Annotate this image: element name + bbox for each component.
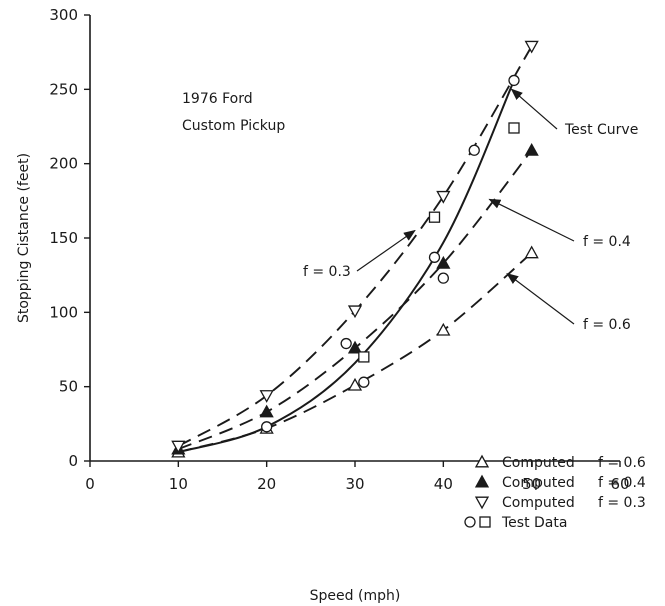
data-point-triangle-up-filled bbox=[524, 142, 539, 156]
data-point-triangle-down-open bbox=[171, 440, 186, 454]
x-tick-label: 0 bbox=[85, 475, 95, 493]
legend-marker bbox=[474, 474, 490, 488]
data-point-square-open bbox=[508, 122, 520, 134]
data-point-circle-open bbox=[468, 144, 480, 156]
data-point-circle-open bbox=[428, 251, 441, 263]
y-tick-label: 100 bbox=[49, 303, 78, 321]
annotation-label: Test Curve bbox=[564, 122, 638, 138]
legend-label: Computed bbox=[502, 475, 575, 491]
data-point-circle-open bbox=[358, 376, 370, 388]
curves-layer bbox=[177, 45, 533, 454]
legend-marker bbox=[474, 496, 490, 510]
legend-label: Computed bbox=[502, 455, 575, 471]
annotation-arrow bbox=[488, 198, 575, 242]
data-point-triangle-up-open bbox=[524, 245, 539, 259]
x-tick-label: 10 bbox=[169, 475, 188, 493]
ticks-layer: 0 10 20 30 40 50 60 0 50 100 150 200 250 300 bbox=[49, 6, 629, 493]
data-point-triangle-down-open bbox=[436, 190, 451, 204]
x-tick-label: 50 bbox=[522, 475, 541, 493]
data-point-triangle-down-open bbox=[347, 305, 363, 319]
y-tick-label: 50 bbox=[59, 378, 78, 396]
y-tick-label: 150 bbox=[49, 229, 78, 247]
legend-param: f = 0.6 bbox=[598, 455, 646, 471]
axes-layer bbox=[89, 15, 620, 462]
y-tick-label: 200 bbox=[49, 155, 78, 173]
legend-marker bbox=[464, 516, 476, 528]
chart-title: 1976 Ford bbox=[182, 91, 253, 107]
legend-marker bbox=[479, 516, 491, 528]
legend-label: Test Data bbox=[501, 515, 567, 531]
data-point-square-open bbox=[358, 351, 370, 363]
curve-test bbox=[178, 80, 515, 454]
legend-label: Computed bbox=[502, 495, 575, 511]
curve-f03 bbox=[177, 45, 533, 447]
legend-param: f = 0.3 bbox=[598, 495, 646, 511]
data-point-triangle-up-open bbox=[347, 377, 363, 391]
x-tick-label: 20 bbox=[257, 475, 276, 493]
annotation-arrow bbox=[510, 88, 558, 130]
annotation-layer: Test Curve f = 0.4 f = 0.3 f = 0.6 bbox=[303, 88, 638, 333]
data-point-triangle-down-open bbox=[524, 40, 539, 54]
data-point-circle-open bbox=[340, 337, 352, 350]
y-tick-label: 0 bbox=[68, 452, 78, 470]
chart-subtitle: Custom Pickup bbox=[182, 118, 285, 134]
data-point-circle-open bbox=[508, 74, 520, 87]
annotation-label: f = 0.4 bbox=[583, 234, 631, 250]
annotation-arrow bbox=[506, 272, 575, 325]
curve-f06 bbox=[178, 252, 533, 453]
data-point-triangle-up-filled bbox=[259, 404, 274, 418]
data-point-triangle-down-open bbox=[259, 390, 274, 403]
data-point-circle-open bbox=[437, 272, 449, 284]
x-tick-label: 60 bbox=[610, 475, 629, 493]
y-axis-label: Stopping Cistance (feet) bbox=[16, 153, 32, 323]
y-tick-label: 300 bbox=[49, 6, 78, 24]
annotation-label: f = 0.3 bbox=[303, 264, 351, 280]
x-tick-label: 30 bbox=[345, 475, 364, 493]
annotation-label: f = 0.6 bbox=[583, 317, 631, 333]
y-tick-label: 250 bbox=[49, 80, 78, 98]
annotation-arrow bbox=[356, 229, 416, 272]
data-point-square-open bbox=[428, 211, 441, 223]
x-axis-label: Speed (mph) bbox=[310, 588, 401, 604]
data-point-circle-open bbox=[261, 421, 273, 433]
points-layer bbox=[171, 40, 539, 458]
curve-f04 bbox=[177, 149, 533, 450]
legend-marker bbox=[474, 454, 490, 468]
legend: Computed f = 0.6 Computed f = 0.4 Computed f … bbox=[464, 454, 646, 531]
data-point-triangle-up-open bbox=[436, 322, 451, 336]
legend-param: f = 0.4 bbox=[598, 475, 646, 491]
x-tick-label: 40 bbox=[434, 475, 453, 493]
data-point-triangle-up-filled bbox=[347, 340, 363, 354]
data-point-triangle-up-filled bbox=[436, 255, 451, 269]
